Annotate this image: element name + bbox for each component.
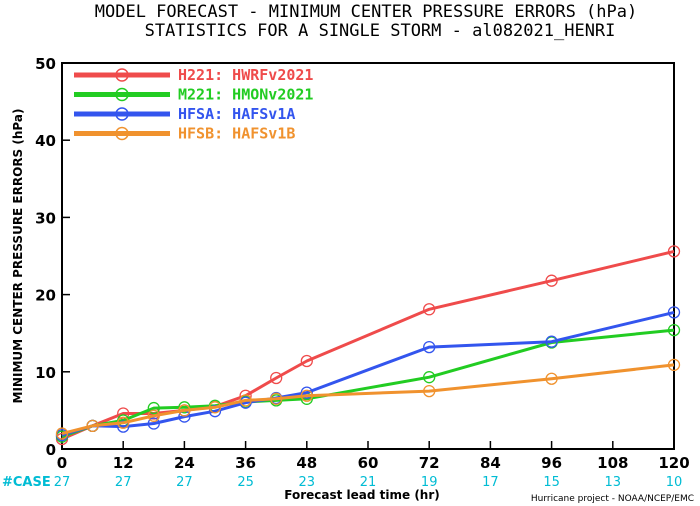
x-tick-label: 60	[358, 454, 379, 472]
case-count: 19	[421, 475, 438, 490]
legend-marker	[115, 126, 129, 141]
series-0-point	[545, 274, 558, 287]
y-tick-label: 30	[35, 209, 56, 227]
x-tick-label: 24	[174, 454, 195, 472]
y-tick-label: 0	[46, 441, 56, 459]
series-2-point	[117, 420, 130, 433]
x-tick-label: 96	[541, 454, 562, 472]
case-count: 27	[176, 475, 193, 490]
case-count: 27	[54, 475, 71, 490]
legend-marker	[115, 87, 129, 102]
series-3-point	[270, 392, 283, 405]
series-3-point	[667, 358, 681, 372]
credit-text: Hurricane project - NOAA/NCEP/EMC	[531, 494, 694, 504]
legend-label: H221: HWRFv2021	[178, 66, 313, 84]
series-0-point	[270, 371, 283, 385]
series-3-point	[208, 401, 222, 414]
case-count: 10	[666, 475, 683, 490]
y-tick-label: 10	[35, 364, 56, 382]
x-tick-label: 84	[480, 454, 501, 472]
case-count: 17	[482, 475, 499, 490]
x-tick-label: 0	[57, 454, 67, 472]
series-3-point	[423, 384, 436, 398]
series-3-point	[300, 389, 313, 402]
legend-marker	[115, 107, 129, 121]
x-axis-label: Forecast lead time (hr)	[284, 488, 440, 502]
x-tick-label: 36	[235, 454, 256, 472]
series-0-point	[300, 354, 313, 368]
y-axis-ticks: 0 10 20 30 40 50	[35, 55, 70, 459]
series-2-point	[300, 386, 313, 399]
x-tick-label: 120	[658, 454, 689, 472]
series-3-point	[178, 404, 191, 417]
y-tick-label: 50	[35, 55, 56, 73]
case-count: 21	[360, 475, 377, 490]
series-2-point	[667, 306, 681, 319]
case-count: 27	[115, 475, 132, 490]
series-0-point	[423, 303, 436, 316]
case-count: 15	[543, 475, 560, 490]
x-tick-label: 108	[597, 454, 628, 472]
chart-title: MODEL FORECAST - MINIMUM CENTER PRESSURE…	[95, 2, 637, 22]
series-0-point	[667, 245, 681, 258]
x-tick-label: 48	[296, 454, 317, 472]
y-axis-label: MINIMUM CENTER PRESSURE ERRORS (hPa)	[11, 109, 25, 404]
case-row-label: #CASE	[2, 475, 51, 490]
series-1-point	[147, 401, 160, 415]
x-tick-label: 72	[419, 454, 440, 472]
chart-subtitle: STATISTICS FOR A SINGLE STORM - al082021…	[145, 21, 616, 41]
series-2-point	[208, 405, 222, 418]
series-3-point	[86, 419, 99, 432]
series-1-point	[178, 401, 191, 414]
series-2-point	[423, 340, 436, 354]
case-counts: 27 27 27 25 23 21 19 17 15 13 10	[54, 475, 683, 490]
series-lines	[55, 245, 681, 446]
x-tick-label: 12	[113, 454, 134, 472]
legend-label: HFSB: HAFSv1B	[178, 125, 295, 143]
series-3-point	[117, 416, 130, 429]
series-3-point	[147, 409, 160, 422]
x-axis-ticks: 0 12 24 36 48 60 72 84 96 108 120	[57, 441, 690, 472]
legend-label: M221: HMONv2021	[178, 86, 313, 104]
series-1-point	[423, 371, 436, 384]
case-count: 23	[299, 475, 316, 490]
y-tick-label: 20	[35, 287, 56, 305]
plot-frame	[61, 62, 675, 450]
series-2-point	[545, 335, 558, 348]
series-3-point	[545, 372, 558, 385]
case-count: 13	[605, 475, 622, 490]
series-2-point	[147, 417, 160, 430]
y-tick-label: 40	[35, 132, 56, 150]
series-3-point	[239, 394, 252, 407]
legend-marker	[115, 68, 129, 82]
series-3-point	[55, 427, 69, 440]
legend-label: HFSA: HAFSv1A	[178, 105, 295, 123]
case-count: 25	[237, 475, 254, 490]
series-line-1	[61, 328, 675, 439]
series-1-point	[667, 323, 681, 337]
